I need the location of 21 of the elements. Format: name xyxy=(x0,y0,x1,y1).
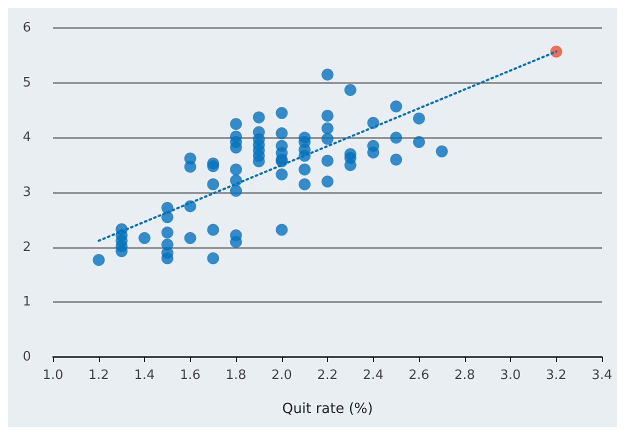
x-tick-label: 3.2 xyxy=(546,368,567,383)
x-tick-label: 1.8 xyxy=(226,368,246,383)
y-tick-label: 3 xyxy=(22,185,31,200)
y-tick-label: 2 xyxy=(22,240,31,255)
x-tick-label: 1.6 xyxy=(180,368,201,383)
x-tick-label: 1.2 xyxy=(88,368,110,383)
y-tick-label: 1 xyxy=(22,294,31,310)
y-tick-label: 4 xyxy=(22,130,31,146)
x-tick-label: 2.0 xyxy=(271,368,292,383)
y-tick-label: 6 xyxy=(22,20,31,36)
y-tick-label: 0 xyxy=(22,350,31,364)
x-tick-label: 3.0 xyxy=(500,368,521,383)
x-tick-label: 2.8 xyxy=(454,368,476,383)
x-tick-label: 2.2 xyxy=(317,368,338,383)
x-tick-label: 1.4 xyxy=(134,368,155,383)
x-tick-label: 1.0 xyxy=(42,368,64,383)
x-tick-label: 3.4 xyxy=(592,368,612,383)
x-tick-label: 2.4 xyxy=(362,368,384,383)
x-tick-label: 2.6 xyxy=(408,368,430,383)
y-tick-label: 5 xyxy=(22,75,31,90)
x-axis-title: Quit rate (%) xyxy=(282,401,373,417)
